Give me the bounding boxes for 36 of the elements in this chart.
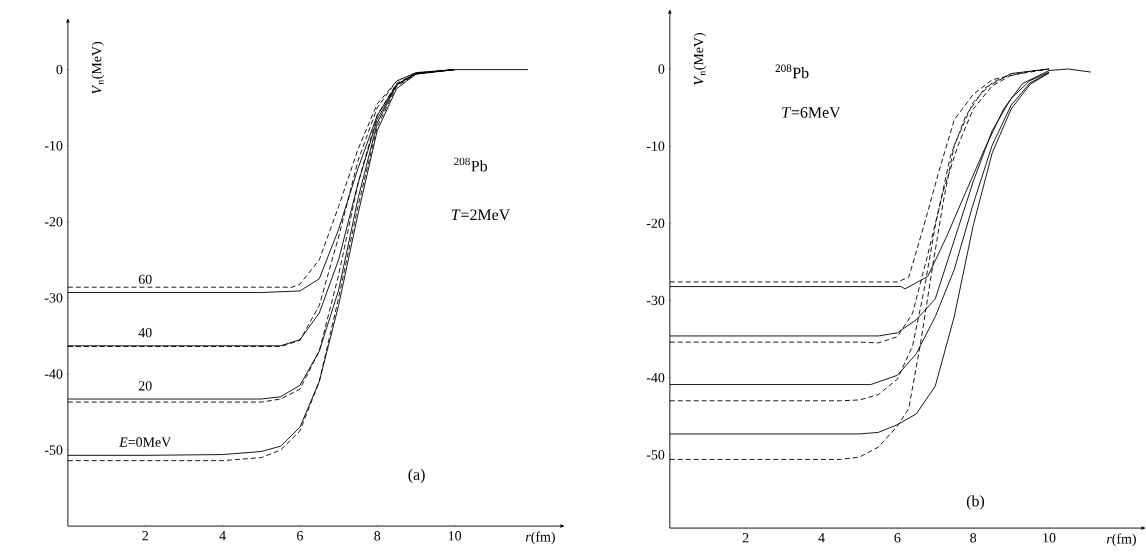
x-tick-label: 8 [374, 531, 381, 541]
y-tick-label: -50 [44, 445, 63, 455]
series-label: E=0MeV [119, 437, 172, 447]
y-tick-label: -10 [646, 141, 665, 151]
annotation: $^{208}$Pb [454, 157, 488, 172]
y-tick-label: -40 [646, 372, 665, 383]
x-tick-label: 10 [1043, 533, 1056, 543]
x-tick-label: 6 [894, 533, 901, 543]
y-tick-label: 0 [56, 64, 63, 75]
annotation: $^{208}$Pb [775, 64, 809, 79]
y-tick-label: -30 [646, 295, 665, 306]
annotation: (b) [966, 495, 985, 510]
x-axis-title: r(fm) [525, 531, 555, 545]
y-tick-label: 0 [658, 64, 665, 74]
series-label: 40 [138, 327, 152, 338]
x-tick-label: 10 [448, 531, 462, 541]
series-label: 20 [138, 381, 152, 391]
annotation: T=2MeV [451, 209, 510, 221]
x-tick-label: 4 [818, 533, 825, 543]
y-tick-label: -30 [44, 293, 63, 303]
x-tick-label: 2 [142, 531, 148, 541]
x-tick-label: 8 [970, 533, 977, 543]
y-tick-label: -20 [44, 217, 63, 227]
y-tick-label: -10 [44, 140, 63, 151]
annotation: (a) [408, 468, 425, 484]
y-tick-label: -50 [646, 450, 665, 460]
y-tick-label: -40 [44, 369, 63, 379]
y-axis-title: V$_{n}$(MeV) [91, 42, 105, 94]
x-tick-label: 2 [742, 533, 749, 543]
x-axis-title: r(fm) [1106, 533, 1136, 547]
y-tick-label: -20 [646, 218, 665, 228]
y-axis-title: V$_{n}$(MeV) [693, 33, 707, 85]
annotation: T=6MeV [782, 107, 841, 118]
series-label: 60 [138, 274, 152, 285]
x-tick-label: 4 [219, 531, 226, 541]
x-tick-label: 6 [297, 531, 303, 541]
